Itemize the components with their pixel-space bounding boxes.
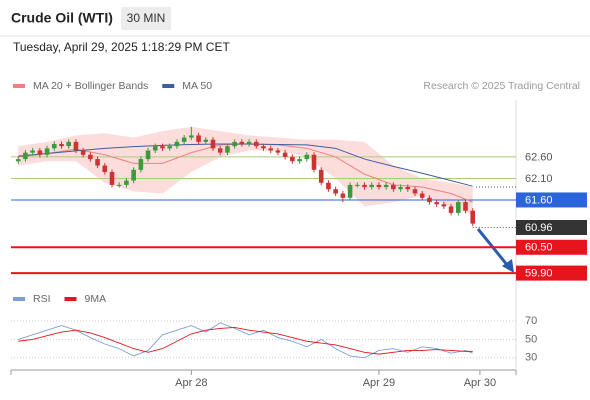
legend-label: 9MA bbox=[85, 293, 107, 305]
candle-body bbox=[239, 141, 245, 145]
level-label-box bbox=[516, 219, 587, 235]
legend-swatch bbox=[13, 297, 25, 301]
attribution: Research © 2025 Trading Central bbox=[423, 80, 580, 92]
candle-body bbox=[311, 154, 317, 170]
candle-body bbox=[102, 165, 108, 172]
level-label-box bbox=[516, 192, 587, 208]
candle-body bbox=[15, 159, 21, 162]
candle-body bbox=[362, 184, 367, 188]
candle-body bbox=[398, 187, 403, 190]
level-label: 61.60 bbox=[525, 194, 553, 206]
rsi-tick-label: 50 bbox=[525, 333, 537, 345]
candle-body bbox=[66, 141, 72, 147]
candle-body bbox=[333, 189, 338, 194]
candle-body bbox=[427, 197, 432, 203]
candle-body bbox=[246, 141, 252, 145]
forecast-arrow-head bbox=[502, 259, 514, 273]
candle-body bbox=[419, 193, 425, 198]
candle-body bbox=[290, 156, 295, 162]
candle-body bbox=[412, 189, 418, 194]
candle-body bbox=[174, 141, 180, 147]
candle-body bbox=[268, 148, 274, 151]
candle-body bbox=[196, 135, 201, 142]
legend-swatch bbox=[13, 84, 25, 88]
candle-body bbox=[340, 193, 346, 198]
legend-label: RSI bbox=[33, 293, 51, 305]
candle-body bbox=[225, 146, 230, 153]
candle-body bbox=[23, 152, 28, 160]
candle-body bbox=[189, 135, 194, 138]
candle-body bbox=[73, 141, 79, 151]
candle-body bbox=[326, 182, 331, 190]
bollinger-band bbox=[18, 126, 473, 216]
candle-body bbox=[463, 202, 468, 211]
candle-body bbox=[391, 184, 396, 190]
legend-label: MA 50 bbox=[182, 80, 212, 92]
candle-body bbox=[253, 141, 259, 147]
level-label-box bbox=[516, 239, 587, 255]
candle-body bbox=[441, 204, 447, 207]
candle-body bbox=[145, 150, 151, 160]
candle-body bbox=[88, 154, 93, 160]
candle-body bbox=[354, 184, 360, 186]
candle-body bbox=[210, 139, 216, 149]
rsi-line bbox=[18, 327, 473, 355]
candle-body bbox=[152, 146, 158, 151]
candle-body bbox=[448, 206, 454, 213]
x-tick-label: Apr 28 bbox=[175, 377, 207, 389]
candle-body bbox=[369, 184, 375, 188]
candle-body bbox=[59, 144, 64, 147]
level-label: 60.50 bbox=[525, 242, 553, 254]
candle-body bbox=[282, 152, 288, 157]
candle-body bbox=[95, 159, 100, 166]
candle-body bbox=[51, 144, 57, 149]
level-label: 59.90 bbox=[525, 267, 553, 279]
legend-label: MA 20 + Bollinger Bands bbox=[33, 80, 148, 92]
x-tick-label: Apr 29 bbox=[363, 377, 395, 389]
interval[interactable]: 30 MIN bbox=[127, 11, 166, 25]
candle-body bbox=[203, 139, 209, 142]
candle-body bbox=[297, 159, 302, 162]
candle-body bbox=[376, 184, 382, 188]
rsi-tick-label: 70 bbox=[525, 315, 537, 327]
candle-body bbox=[318, 169, 324, 183]
x-tick-label: Apr 30 bbox=[464, 377, 496, 389]
legend-swatch bbox=[162, 84, 175, 88]
candle-body bbox=[275, 150, 281, 153]
level-label: 62.60 bbox=[525, 151, 553, 163]
candle-body bbox=[131, 169, 136, 181]
candle-body bbox=[37, 150, 43, 155]
candle-body bbox=[138, 159, 144, 170]
candle-body bbox=[80, 150, 86, 155]
candle-body bbox=[30, 150, 35, 153]
candle-body bbox=[405, 187, 411, 190]
legend-swatch bbox=[64, 297, 77, 301]
candle-body bbox=[383, 184, 389, 188]
candle-body bbox=[109, 171, 115, 185]
candle-body bbox=[217, 148, 223, 153]
candle-body bbox=[124, 180, 129, 185]
candle-body bbox=[44, 148, 50, 155]
candle-body bbox=[167, 146, 173, 149]
level-label: 60.96 bbox=[525, 222, 553, 234]
candle-body bbox=[160, 146, 165, 149]
candle-body bbox=[232, 141, 237, 147]
candle-body bbox=[261, 146, 266, 149]
candle-body bbox=[455, 202, 461, 213]
candle-body bbox=[434, 202, 439, 205]
candle-body bbox=[347, 184, 353, 198]
interval-box[interactable] bbox=[121, 7, 171, 30]
timestamp: Tuesday, April 29, 2025 1:18:29 PM CET bbox=[13, 40, 230, 54]
candle-body bbox=[181, 137, 187, 142]
level-label: 62.10 bbox=[525, 173, 553, 185]
candle-body bbox=[470, 210, 476, 224]
candle-body bbox=[304, 154, 310, 160]
chart-title: Crude Oil (WTI) bbox=[11, 10, 113, 26]
level-label-box bbox=[516, 265, 587, 281]
rsi-tick-label: 30 bbox=[525, 352, 537, 364]
candle-body bbox=[116, 184, 122, 186]
